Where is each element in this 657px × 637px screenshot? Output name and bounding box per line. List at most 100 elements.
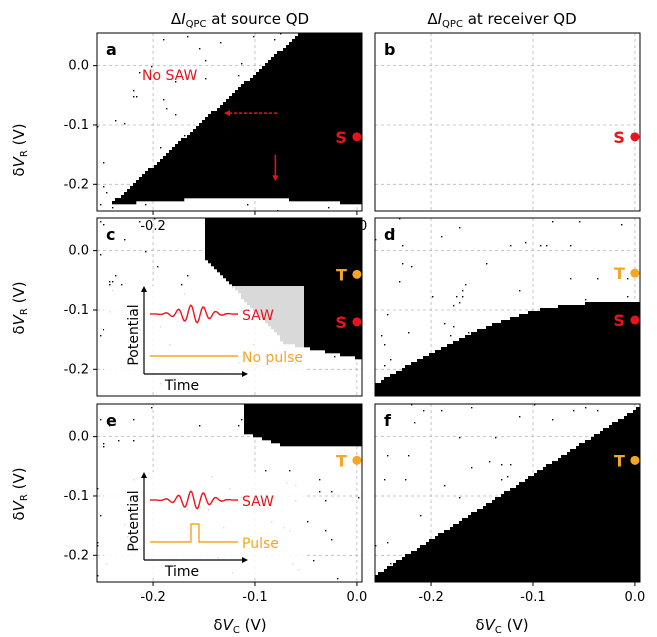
data-cell — [226, 183, 230, 187]
data-cell — [292, 153, 296, 157]
data-cell — [247, 93, 251, 97]
data-cell — [220, 180, 224, 184]
data-cell — [325, 75, 329, 79]
data-cell — [175, 162, 179, 166]
data-cell — [346, 42, 350, 46]
data-cell — [139, 189, 143, 193]
data-cell — [340, 221, 344, 225]
data-cell — [310, 338, 314, 342]
data-cell — [313, 347, 317, 351]
data-cell — [274, 281, 278, 285]
data-cell — [355, 183, 359, 187]
data-cell — [142, 189, 146, 193]
data-cell — [352, 81, 356, 85]
data-cell — [307, 198, 311, 202]
data-cell — [181, 186, 185, 190]
data-cell — [337, 302, 341, 306]
data-cell — [316, 311, 320, 315]
data-cell — [250, 245, 254, 249]
data-cell — [325, 281, 329, 285]
data-cell — [289, 162, 293, 166]
data-cell — [337, 195, 341, 199]
data-cell — [232, 147, 236, 151]
data-cell — [316, 338, 320, 342]
data-cell — [322, 150, 326, 154]
data-cell — [316, 168, 320, 172]
data-cell — [277, 254, 281, 258]
data-cell — [235, 117, 239, 121]
data-cell — [298, 45, 302, 49]
data-cell — [349, 132, 353, 136]
data-cell — [229, 230, 233, 234]
data-cell — [361, 81, 362, 85]
data-cell — [187, 183, 191, 187]
data-cell — [148, 183, 152, 187]
data-cell — [202, 159, 206, 163]
data-cell — [313, 87, 317, 91]
data-cell — [310, 293, 314, 297]
data-cell — [334, 150, 338, 154]
data-cell — [199, 141, 203, 145]
data-cell — [358, 63, 362, 67]
data-cell — [226, 257, 230, 261]
data-cell — [316, 317, 320, 321]
data-cell — [325, 108, 329, 112]
data-cell — [331, 129, 335, 133]
data-cell — [352, 335, 356, 339]
data-cell — [295, 144, 299, 148]
data-cell — [304, 326, 308, 330]
data-cell — [265, 278, 269, 282]
data-cell — [247, 245, 251, 249]
data-cell — [250, 189, 254, 193]
data-cell — [313, 138, 317, 142]
data-cell — [223, 242, 227, 246]
data-cell — [211, 162, 215, 166]
data-cell — [241, 96, 245, 100]
data-cell — [343, 296, 347, 300]
data-cell — [355, 96, 359, 100]
data-cell — [325, 195, 329, 199]
data-cell — [205, 221, 209, 225]
data-cell — [247, 141, 251, 145]
data-cell — [238, 168, 242, 172]
data-cell — [358, 51, 362, 55]
data-cell — [286, 141, 290, 145]
data-cell — [304, 269, 308, 273]
data-cell — [298, 51, 302, 55]
data-cell — [319, 147, 323, 151]
data-cell — [313, 150, 317, 154]
data-cell — [202, 171, 206, 175]
data-cell — [241, 117, 245, 121]
data-cell — [175, 153, 179, 157]
data-cell — [226, 221, 230, 225]
data-cell — [250, 105, 254, 109]
data-cell — [181, 177, 185, 181]
data-cell — [250, 147, 254, 151]
data-cell — [199, 186, 203, 190]
data-cell — [256, 224, 260, 228]
data-cell — [346, 236, 350, 240]
data-cell — [217, 129, 221, 133]
data-cell — [286, 57, 290, 61]
data-point — [139, 72, 141, 74]
data-cell — [286, 242, 290, 246]
data-cell — [301, 153, 305, 157]
data-cell — [253, 108, 257, 112]
ylabel-row-3: δVR (V) — [10, 467, 30, 520]
data-cell — [361, 123, 362, 127]
data-cell — [232, 174, 236, 178]
data-cell — [289, 96, 293, 100]
data-cell — [349, 135, 353, 139]
data-cell — [265, 114, 269, 118]
data-cell — [346, 54, 350, 58]
data-cell — [130, 189, 134, 193]
data-cell — [259, 78, 263, 82]
data-cell — [301, 263, 305, 267]
data-cell — [220, 230, 224, 234]
data-cell — [157, 168, 161, 172]
data-cell — [187, 150, 191, 154]
data-cell — [193, 156, 197, 160]
data-cell — [220, 144, 224, 148]
data-cell — [277, 281, 281, 285]
data-cell — [355, 239, 359, 243]
